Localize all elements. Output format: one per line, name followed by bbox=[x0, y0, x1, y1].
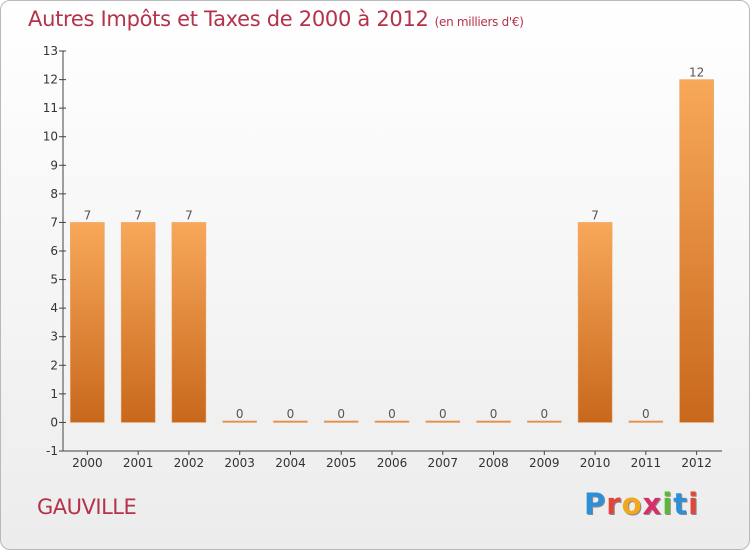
brand-letter: r bbox=[606, 487, 622, 521]
data-label: 0 bbox=[642, 407, 650, 421]
y-tick-label: 4 bbox=[50, 301, 58, 315]
x-tick-label: 2008 bbox=[478, 456, 509, 470]
brand-letter: P bbox=[584, 487, 607, 521]
bar-2011 bbox=[628, 420, 664, 423]
data-label: 7 bbox=[134, 208, 142, 222]
bar-2000 bbox=[70, 222, 105, 423]
x-tick-label: 2005 bbox=[326, 456, 357, 470]
y-tick-label: 5 bbox=[50, 273, 58, 287]
chart-title: Autres Impôts et Taxes de 2000 à 2012 (en… bbox=[28, 7, 524, 31]
brand-letter: i bbox=[688, 487, 700, 521]
bar-2002 bbox=[171, 222, 207, 423]
x-tick-label: 2003 bbox=[224, 456, 255, 470]
y-tick-label: 7 bbox=[50, 215, 58, 229]
brand-letter: x bbox=[642, 487, 663, 521]
data-label: 7 bbox=[591, 208, 599, 222]
x-tick-label: 2011 bbox=[631, 456, 662, 470]
x-tick-label: 2006 bbox=[377, 456, 408, 470]
y-tick-label: 6 bbox=[50, 244, 58, 258]
bar-2001 bbox=[120, 222, 156, 423]
x-tick-label: 2004 bbox=[275, 456, 306, 470]
x-tick-label: 2000 bbox=[72, 456, 103, 470]
title-text: Autres Impôts et Taxes de 2000 à 2012 bbox=[28, 7, 429, 31]
data-label: 0 bbox=[490, 407, 498, 421]
data-label: 7 bbox=[84, 208, 92, 222]
data-label: 0 bbox=[439, 407, 447, 421]
y-tick-label: 10 bbox=[43, 130, 58, 144]
x-tick-label: 2009 bbox=[529, 456, 560, 470]
x-tick-label: 2002 bbox=[174, 456, 205, 470]
y-tick-label: 8 bbox=[50, 187, 58, 201]
data-label: 0 bbox=[287, 407, 295, 421]
bar-2005 bbox=[323, 420, 359, 423]
brand-logo: Proxiti bbox=[584, 487, 699, 521]
bar-2003 bbox=[222, 420, 257, 423]
data-label: 12 bbox=[689, 66, 704, 80]
bar-2007 bbox=[425, 420, 461, 423]
data-label: 0 bbox=[337, 407, 345, 421]
bars bbox=[70, 79, 714, 423]
y-tick-label: 12 bbox=[43, 73, 58, 87]
data-label: 7 bbox=[185, 208, 193, 222]
brand-letter: i bbox=[662, 487, 674, 521]
x-tick-label: 2012 bbox=[681, 456, 712, 470]
y-tick-label: 1 bbox=[50, 387, 58, 401]
bar-2012 bbox=[679, 79, 714, 423]
commune-name: GAUVILLE bbox=[37, 495, 137, 519]
y-tick-label: 13 bbox=[43, 44, 58, 58]
x-tick-label: 2010 bbox=[580, 456, 611, 470]
y-tick-label: 3 bbox=[50, 330, 58, 344]
data-label: 0 bbox=[540, 407, 548, 421]
y-tick-label: -1 bbox=[46, 444, 58, 458]
data-label: 0 bbox=[388, 407, 396, 421]
bar-2009 bbox=[527, 420, 562, 423]
data-label: 0 bbox=[236, 407, 244, 421]
bar-2008 bbox=[476, 420, 511, 423]
bar-2010 bbox=[577, 222, 613, 423]
x-tick-label: 2001 bbox=[123, 456, 154, 470]
bar-2006 bbox=[374, 420, 410, 423]
brand-letter: o bbox=[621, 487, 643, 521]
bar-2004 bbox=[273, 420, 308, 423]
y-tick-label: 0 bbox=[50, 415, 58, 429]
y-tick-label: 9 bbox=[50, 158, 58, 172]
x-tick-label: 2007 bbox=[427, 456, 458, 470]
brand-letter: t bbox=[673, 487, 689, 521]
y-tick-label: 2 bbox=[50, 358, 58, 372]
data-labels: 7 7 7 0 0 0 0 0 0 0 7 0 12 bbox=[84, 66, 705, 421]
chart-subtitle: (en milliers d'€) bbox=[434, 15, 524, 29]
y-tick-label: 11 bbox=[43, 101, 58, 115]
